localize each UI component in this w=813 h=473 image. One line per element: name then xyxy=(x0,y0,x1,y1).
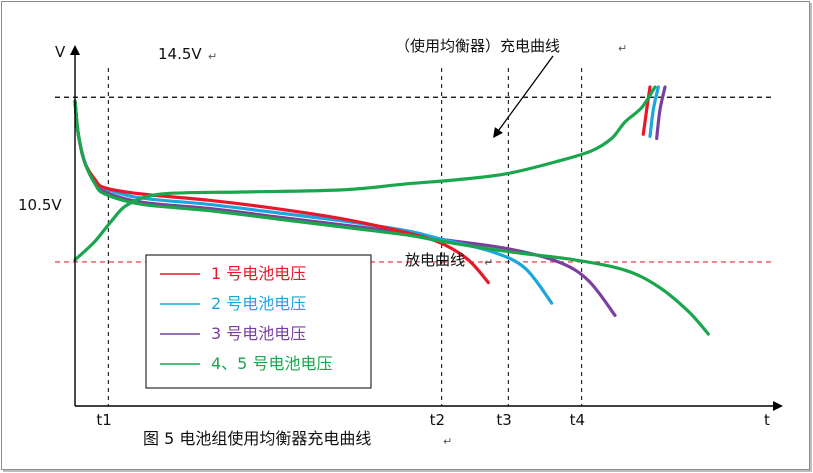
y-axis-label: V xyxy=(55,43,66,61)
time-marker-label-2: t3 xyxy=(496,411,511,429)
ref-label-10-5: 10.5V xyxy=(18,196,62,214)
legend-box xyxy=(145,254,372,389)
legend-label-1: 1 号电池电压 xyxy=(211,264,306,283)
legend-label-2: 2 号电池电压 xyxy=(211,294,306,313)
time-marker-label-1: t2 xyxy=(430,411,445,429)
pilcrow-mark: ↵ xyxy=(443,435,452,448)
series-1-charge-line xyxy=(641,85,652,136)
series-3-charge-line xyxy=(655,85,667,140)
series-2-charge-line xyxy=(648,85,660,138)
pilcrow-mark: ↵ xyxy=(484,256,493,269)
x-axis-label: t xyxy=(764,411,770,429)
charge-annotation-arrow xyxy=(493,55,554,139)
pilcrow-mark: ↵ xyxy=(618,42,627,55)
time-marker-labels: t1 t2 t3 t4 xyxy=(96,411,585,429)
series-4-discharge-line xyxy=(73,99,710,336)
legend-label-4: 4、5 号电池电压 xyxy=(211,354,332,373)
legend-label-3: 3 号电池电压 xyxy=(211,324,306,343)
legend-items: 1 号电池电压 2 号电池电压 3 号电池电压 4、5 号电池电压 xyxy=(160,264,332,373)
series-layer xyxy=(73,85,710,336)
ref-label-14-5: 14.5V xyxy=(158,45,202,63)
time-marker-label-0: t1 xyxy=(96,411,111,429)
time-marker-label-3: t4 xyxy=(570,411,585,429)
legend: 1 号电池电压 2 号电池电压 3 号电池电压 4、5 号电池电压 xyxy=(145,254,372,389)
pilcrow-mark: ↵ xyxy=(208,50,217,63)
charge-curve-annotation: （使用均衡器）充电曲线 xyxy=(395,37,560,55)
figure-caption: 图 5 电池组使用均衡器充电曲线 xyxy=(143,429,371,448)
discharge-curve-annotation: 放电曲线 xyxy=(405,251,465,269)
series-4-charge-line xyxy=(73,85,657,262)
